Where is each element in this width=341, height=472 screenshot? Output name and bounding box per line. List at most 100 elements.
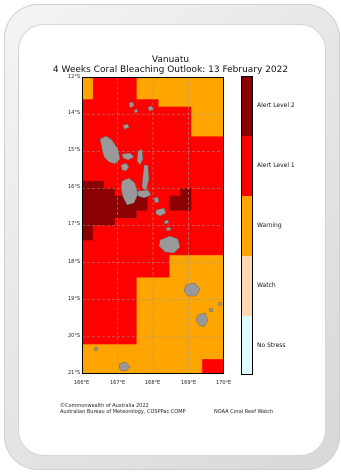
outlook-cell-warning <box>169 329 181 338</box>
outlook-cell-alert-level-1 <box>202 166 214 174</box>
outlook-cell-warning <box>191 292 203 301</box>
outlook-cell-warning <box>125 359 137 367</box>
outlook-cell-warning <box>202 262 214 271</box>
island-banks <box>147 105 154 112</box>
outlook-cell-alert-level-1 <box>158 247 170 256</box>
outlook-cell-alert-level-1 <box>103 307 116 315</box>
outlook-cell-warning <box>169 91 181 100</box>
outlook-cell-alert-level-1 <box>202 359 214 367</box>
outlook-cell-warning <box>213 84 224 93</box>
outlook-cell-alert-level-1 <box>169 188 181 197</box>
outlook-cell-warning <box>136 344 148 353</box>
outlook-cell-alert-level-1 <box>213 232 224 241</box>
outlook-cell-alert-level-1 <box>125 262 137 271</box>
outlook-cell-alert-level-1 <box>180 240 192 249</box>
outlook-cell-alert-level-1 <box>114 225 126 234</box>
outlook-cell-alert-level-1 <box>158 114 170 122</box>
legend-swatch-watch <box>241 256 253 316</box>
outlook-cell-alert-level-1 <box>158 143 170 152</box>
outlook-cell-alert-level-1 <box>103 240 116 249</box>
outlook-cell-alert-level-1 <box>103 329 116 338</box>
outlook-cell-alert-level-1 <box>103 284 116 293</box>
outlook-cell-alert-level-1 <box>158 106 170 115</box>
outlook-cell-alert-level-1 <box>103 173 116 182</box>
outlook-cell-alert-level-1 <box>180 128 192 137</box>
outlook-cell-warning <box>202 351 214 360</box>
outlook-cell-warning <box>136 277 148 286</box>
outlook-cell-warning <box>136 284 148 293</box>
outlook-cell-warning <box>202 270 214 278</box>
outlook-cell-alert-level-1 <box>202 210 214 219</box>
outlook-cell-warning <box>191 366 203 374</box>
outlook-cell-alert-level-1 <box>103 180 116 189</box>
outlook-cell-warning <box>158 84 170 93</box>
outlook-cell-alert-level-2 <box>103 195 116 204</box>
outlook-cell-alert-level-1 <box>136 232 148 241</box>
lon-tick-167e: 167°E <box>110 380 126 386</box>
outlook-cell-alert-level-1 <box>103 114 116 122</box>
legend-label-alert1: Alert Level 1 <box>257 162 295 169</box>
outlook-cell-alert-level-1 <box>202 240 214 249</box>
lat-tick-16s: 16°S <box>68 184 81 190</box>
outlook-cell-alert-level-1 <box>191 180 203 189</box>
outlook-cell-alert-level-2 <box>169 203 181 211</box>
island-hunter <box>93 346 99 352</box>
outlook-cell-alert-level-1 <box>147 151 159 159</box>
outlook-cell-alert-level-1 <box>82 262 94 271</box>
island-torres-south <box>133 108 139 114</box>
outlook-cell-alert-level-1 <box>169 128 181 137</box>
outlook-cell-warning <box>191 99 203 107</box>
outlook-cell-alert-level-1 <box>158 158 170 167</box>
outlook-cell-alert-level-1 <box>82 151 94 159</box>
outlook-cell-alert-level-1 <box>92 240 105 249</box>
outlook-cell-warning <box>191 114 203 122</box>
outlook-cell-warning <box>202 106 214 115</box>
outlook-cell-alert-level-1 <box>125 284 137 293</box>
island-ambrym <box>137 189 152 199</box>
outlook-cell-alert-level-1 <box>92 232 105 241</box>
outlook-cell-alert-level-1 <box>125 225 137 234</box>
outlook-cell-warning <box>180 307 192 315</box>
outlook-cell-warning <box>180 91 192 100</box>
outlook-cell-alert-level-1 <box>202 173 214 182</box>
outlook-cell-alert-level-1 <box>169 210 181 219</box>
outlook-cell-alert-level-1 <box>169 180 181 189</box>
outlook-cell-warning <box>191 128 203 137</box>
outlook-cell-alert-level-1 <box>191 136 203 145</box>
outlook-cell-warning <box>114 359 126 367</box>
island-efate <box>158 235 181 254</box>
outlook-cell-warning <box>180 84 192 93</box>
outlook-cell-alert-level-2 <box>169 195 181 204</box>
outlook-cell-alert-level-1 <box>103 270 116 278</box>
outlook-cell-alert-level-2 <box>103 188 116 197</box>
outlook-cell-alert-level-2 <box>82 225 94 234</box>
outlook-cell-alert-level-1 <box>114 143 126 152</box>
outlook-cell-warning <box>213 91 224 100</box>
outlook-cell-alert-level-1 <box>180 225 192 234</box>
outlook-cell-alert-level-1 <box>136 173 148 182</box>
outlook-cell-alert-level-1 <box>125 173 137 182</box>
outlook-cell-alert-level-1 <box>158 180 170 189</box>
outlook-cell-alert-level-2 <box>92 203 105 211</box>
outlook-cell-alert-level-1 <box>136 247 148 256</box>
outlook-cell-alert-level-1 <box>213 180 224 189</box>
outlook-cell-alert-level-1 <box>92 84 105 93</box>
outlook-cell-alert-level-1 <box>114 158 126 167</box>
outlook-cell-warning <box>136 299 148 308</box>
outlook-cell-warning <box>82 84 94 93</box>
outlook-cell-warning <box>169 99 181 107</box>
outlook-cell-alert-level-1 <box>180 143 192 152</box>
outlook-cell-alert-level-2 <box>114 195 126 204</box>
outlook-cell-alert-level-1 <box>180 106 192 115</box>
outlook-cell-alert-level-2 <box>114 203 126 211</box>
outlook-cell-alert-level-1 <box>92 106 105 115</box>
outlook-cell-alert-level-1 <box>169 114 181 122</box>
outlook-cell-warning <box>158 277 170 286</box>
outlook-cell-alert-level-1 <box>202 136 214 145</box>
outlook-cell-alert-level-1 <box>92 307 105 315</box>
outlook-cell-alert-level-1 <box>82 136 94 145</box>
outlook-cell-alert-level-1 <box>191 210 203 219</box>
outlook-cell-alert-level-1 <box>103 277 116 286</box>
outlook-cell-alert-level-1 <box>180 114 192 122</box>
outlook-cell-warning <box>158 299 170 308</box>
